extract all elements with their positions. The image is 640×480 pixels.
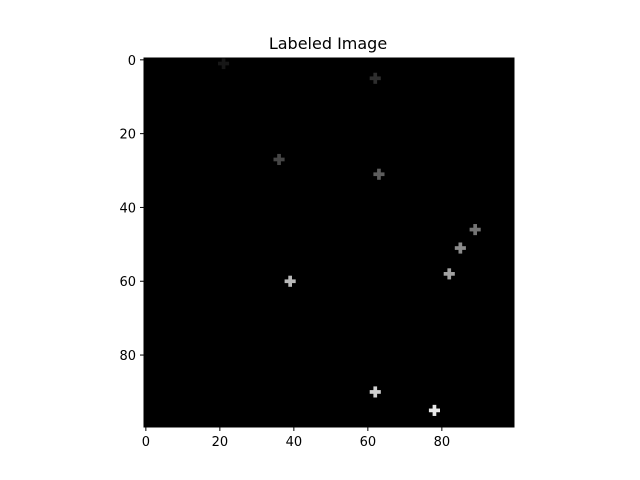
label-marker-7 — [443, 268, 455, 280]
y-tick-label: 80 — [119, 349, 136, 364]
x-tick-label: 60 — [360, 435, 377, 450]
chart-title: Labeled Image — [269, 34, 387, 53]
label-marker-5 — [469, 224, 481, 236]
x-tick-label: 0 — [142, 435, 150, 450]
y-tick-label: 20 — [119, 128, 136, 143]
y-tick-label: 60 — [119, 275, 136, 290]
label-marker-1 — [218, 57, 230, 70]
y-axis: 0 20 40 60 80 — [119, 54, 144, 364]
image-area — [144, 58, 514, 427]
plot-frame — [143, 57, 515, 428]
marker-layer — [218, 57, 481, 416]
y-tick-label: 0 — [128, 54, 136, 69]
x-tick-label: 40 — [286, 435, 303, 450]
x-tick-label: 20 — [212, 435, 229, 450]
label-marker-3 — [273, 153, 285, 166]
x-axis: 0 20 40 60 80 — [142, 427, 450, 450]
x-tick-label: 80 — [434, 435, 451, 450]
label-marker-6 — [454, 242, 466, 254]
label-marker-2 — [369, 72, 381, 84]
label-marker-8 — [284, 275, 296, 287]
label-marker-4 — [373, 168, 385, 180]
label-marker-9 — [369, 386, 381, 398]
y-tick-label: 40 — [119, 201, 136, 216]
label-marker-10 — [428, 404, 440, 416]
